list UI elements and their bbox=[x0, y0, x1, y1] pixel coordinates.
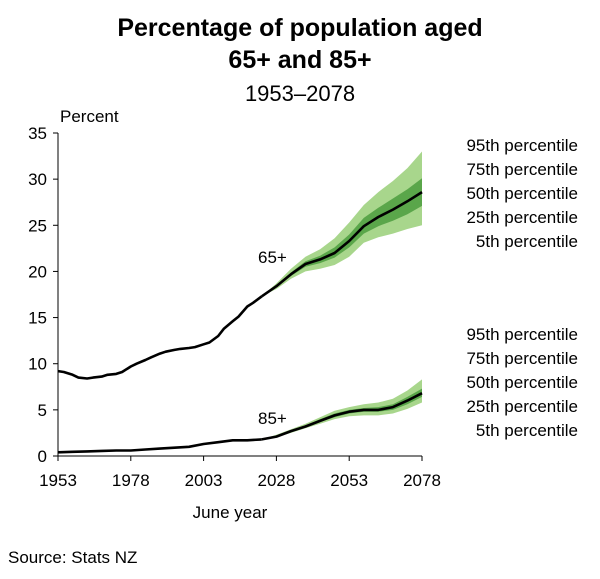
history-line-65plus bbox=[57, 295, 263, 380]
series-label-85plus: 85+ bbox=[258, 409, 287, 428]
y-tick-label: 20 bbox=[28, 262, 47, 281]
series-lines bbox=[57, 191, 423, 454]
median-line-85plus bbox=[261, 392, 423, 441]
x-tick-label: 1953 bbox=[39, 471, 77, 490]
x-tick-label: 2028 bbox=[257, 471, 295, 490]
chart-title-line1: Percentage of population aged bbox=[117, 14, 482, 42]
x-tick-label: 2053 bbox=[330, 471, 368, 490]
percentile-legend-65plus: 95th percentile 75th percentile 50th per… bbox=[466, 136, 578, 251]
percentile-bands bbox=[261, 151, 422, 440]
axes bbox=[53, 132, 423, 461]
x-axis-label: June year bbox=[193, 503, 268, 522]
y-tick-label: 35 bbox=[28, 124, 47, 143]
y-tick-label: 10 bbox=[28, 355, 47, 374]
legend-85-p5: 5th percentile bbox=[476, 421, 578, 440]
chart-subtitle: 1953–2078 bbox=[245, 81, 355, 106]
x-tick-label: 1978 bbox=[112, 471, 150, 490]
chart-title-line2: 65+ and 85+ bbox=[228, 46, 371, 74]
y-axis-label: Percent bbox=[60, 107, 119, 126]
legend-65-p25: 25th percentile bbox=[466, 208, 578, 227]
y-tick-label: 0 bbox=[38, 447, 47, 466]
legend-65-p5: 5th percentile bbox=[476, 232, 578, 251]
legend-85-p50: 50th percentile bbox=[466, 373, 578, 392]
band-5-95-85plus bbox=[261, 379, 422, 440]
legend-65-p50: 50th percentile bbox=[466, 184, 578, 203]
legend-85-p25: 25th percentile bbox=[466, 397, 578, 416]
legend-65-p75: 75th percentile bbox=[466, 160, 578, 179]
x-tick-label: 2078 bbox=[403, 471, 441, 490]
history-line-85plus bbox=[57, 438, 262, 454]
y-tick-label: 25 bbox=[28, 216, 47, 235]
x-tick-label: 2003 bbox=[185, 471, 223, 490]
median-line-65plus bbox=[261, 191, 423, 298]
percentile-legend-85plus: 95th percentile 75th percentile 50th per… bbox=[466, 325, 578, 440]
legend-85-p95: 95th percentile bbox=[466, 325, 578, 344]
legend-65-p95: 95th percentile bbox=[466, 136, 578, 155]
series-label-65plus: 65+ bbox=[258, 248, 287, 267]
band-5-95-65plus bbox=[261, 151, 422, 297]
tick-labels: 0 5 10 15 20 25 30 35 1953 1978 2003 2028 2053 2078 bbox=[28, 124, 441, 490]
source-note: Source: Stats NZ bbox=[8, 548, 137, 567]
y-tick-label: 5 bbox=[38, 401, 47, 420]
legend-85-p75: 75th percentile bbox=[466, 349, 578, 368]
y-tick-label: 30 bbox=[28, 170, 47, 189]
y-tick-label: 15 bbox=[28, 309, 47, 328]
